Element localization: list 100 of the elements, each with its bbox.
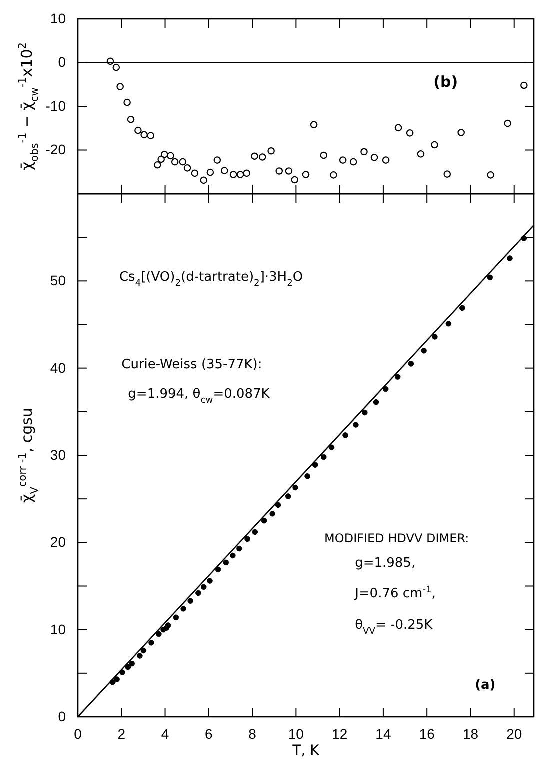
point xyxy=(251,152,258,160)
point xyxy=(460,305,466,312)
point xyxy=(236,171,244,178)
point xyxy=(184,164,192,172)
point xyxy=(230,171,238,178)
text: Cs$_{4}$[(VO)$_{2}$(d-tartrate)$_{2}$]·3H$_{2}$O xyxy=(119,270,304,290)
y-tick-label: 50 xyxy=(50,272,66,289)
point xyxy=(129,660,136,667)
point xyxy=(370,154,378,162)
point xyxy=(382,386,389,392)
point xyxy=(268,147,275,155)
annotation: θ$_{VV}$= -0.25K xyxy=(355,618,434,637)
point xyxy=(487,274,494,281)
point xyxy=(188,598,194,604)
point xyxy=(220,167,228,174)
point xyxy=(215,566,222,573)
y-tick-label: 0 xyxy=(58,54,66,70)
point xyxy=(350,158,358,166)
point xyxy=(406,130,414,137)
point xyxy=(120,670,126,676)
point xyxy=(258,154,266,161)
point xyxy=(276,168,284,175)
point xyxy=(137,653,143,659)
point xyxy=(243,170,251,178)
point xyxy=(180,606,186,612)
point xyxy=(432,334,438,340)
point xyxy=(285,494,292,500)
point xyxy=(270,511,276,517)
annotation: MODIFIED HDVV DIMER: xyxy=(324,532,470,546)
point xyxy=(382,156,390,164)
point xyxy=(328,444,335,451)
point xyxy=(285,168,293,175)
point xyxy=(394,124,402,132)
y-tick-label: 10 xyxy=(50,10,66,26)
point xyxy=(373,399,380,406)
point xyxy=(223,560,230,566)
y-tick-label: -10 xyxy=(46,98,66,114)
y-tick-label: -20 xyxy=(46,142,66,158)
point xyxy=(360,148,368,156)
point xyxy=(165,622,172,628)
point xyxy=(156,631,162,638)
x-tick-label: 16 xyxy=(419,726,436,742)
point xyxy=(125,664,132,670)
point xyxy=(207,578,213,584)
point xyxy=(244,536,250,542)
annotation: g=1.985, xyxy=(355,556,416,572)
point xyxy=(342,432,348,438)
point xyxy=(230,552,236,559)
point xyxy=(261,518,268,524)
point xyxy=(173,614,180,621)
point xyxy=(408,361,414,367)
point xyxy=(487,172,494,179)
point xyxy=(140,648,147,654)
point xyxy=(417,150,425,158)
annotation: g=1.994, θ$_{cw}$=0.087K xyxy=(128,386,270,406)
point xyxy=(171,158,179,166)
point xyxy=(310,121,318,129)
annotation: (a) xyxy=(475,678,496,694)
point xyxy=(206,168,214,176)
point xyxy=(339,156,347,164)
point xyxy=(394,374,401,380)
point xyxy=(292,484,298,491)
point xyxy=(444,170,452,178)
annotation: J=0.76 cm$^{-1}$, xyxy=(354,586,436,602)
point xyxy=(275,502,282,508)
x-tick-label: 12 xyxy=(332,726,348,742)
point xyxy=(291,176,299,184)
point xyxy=(353,422,359,428)
x-tick-label: 10 xyxy=(288,726,304,742)
point xyxy=(200,176,208,184)
annotation: Curie-Weiss (35-77K): xyxy=(122,357,262,372)
point xyxy=(302,171,310,178)
point xyxy=(507,256,513,262)
point xyxy=(200,584,207,590)
point xyxy=(112,64,120,72)
x-tick-label: 0 xyxy=(74,726,82,742)
point xyxy=(114,676,120,682)
x-axis-title: T, K xyxy=(292,743,320,759)
point xyxy=(160,150,168,158)
point xyxy=(320,152,328,160)
point xyxy=(148,640,154,646)
y-tick-label: 30 xyxy=(50,446,66,463)
point xyxy=(304,474,310,480)
x-tick-label: 20 xyxy=(506,726,522,742)
point xyxy=(236,546,242,552)
point xyxy=(504,120,512,128)
point xyxy=(252,529,258,536)
x-tick-label: 4 xyxy=(161,726,170,742)
point xyxy=(134,126,142,134)
point xyxy=(362,410,368,416)
point xyxy=(116,83,124,90)
point xyxy=(106,58,114,66)
point xyxy=(179,158,187,166)
point xyxy=(191,170,199,178)
y-tick-label: 20 xyxy=(50,534,66,550)
x-tick-label: 18 xyxy=(462,726,479,742)
point xyxy=(431,141,438,149)
x-tick-label: 6 xyxy=(205,726,214,742)
point xyxy=(154,161,162,169)
point xyxy=(421,348,427,354)
